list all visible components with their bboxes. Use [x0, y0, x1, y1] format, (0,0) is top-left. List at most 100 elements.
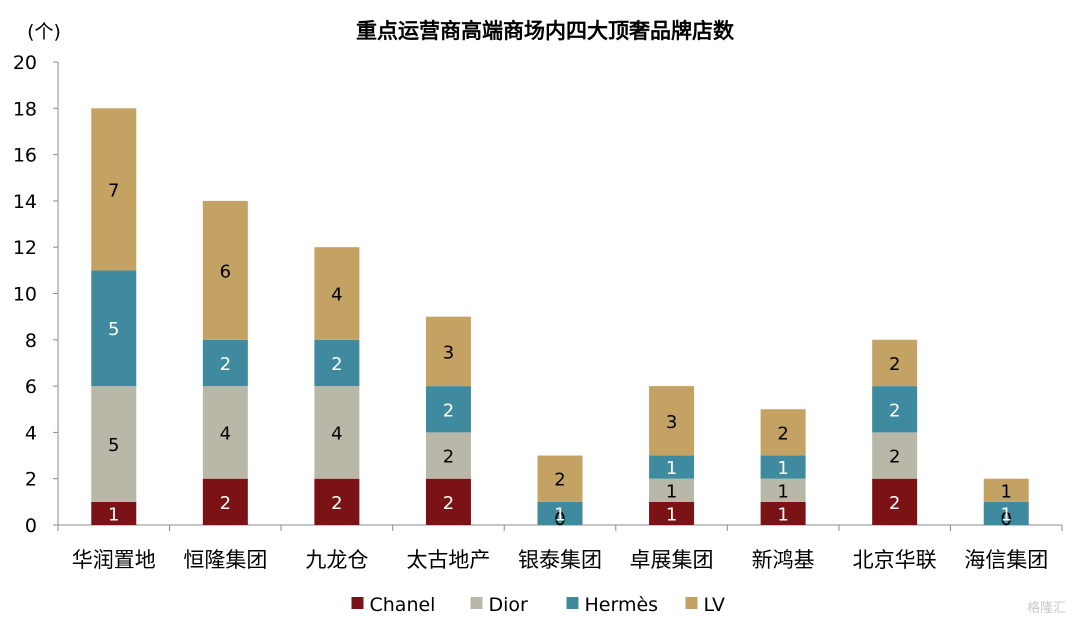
- legend-swatch: [566, 597, 579, 609]
- y-tick-label: 2: [25, 469, 37, 491]
- data-label: 1: [554, 504, 565, 525]
- bar-segment: [425, 316, 471, 387]
- bar-segment: [760, 409, 806, 456]
- data-label: 2: [889, 400, 900, 421]
- y-tick-label: 8: [25, 330, 37, 352]
- data-label: 6: [220, 261, 231, 282]
- data-label: 2: [889, 493, 900, 514]
- bar-segment: [91, 501, 137, 525]
- data-label: 0: [1000, 509, 1011, 530]
- legend-label: Chanel: [370, 594, 436, 616]
- y-tick-label: 14: [13, 191, 37, 213]
- data-label: 1: [777, 481, 788, 502]
- bar-segment: [649, 455, 695, 479]
- x-tick-label: 海信集团: [964, 548, 1048, 572]
- data-label: 5: [108, 319, 119, 340]
- data-label: 1: [666, 458, 677, 479]
- data-label: 2: [331, 354, 342, 375]
- bar-segment: [91, 270, 137, 387]
- bar-segment: [537, 455, 583, 502]
- data-label: 2: [443, 400, 454, 421]
- bar-segment: [425, 478, 471, 525]
- chart-title: 重点运营商高端商场内四大顶奢品牌店数: [356, 19, 735, 43]
- y-tick-label: 20: [13, 52, 37, 74]
- data-label: 4: [331, 423, 342, 444]
- bar-segment: [649, 501, 695, 525]
- x-tick-label: 太古地产: [406, 548, 490, 572]
- bar-segment: [983, 478, 1029, 502]
- bar-segment: [537, 501, 583, 525]
- bar-segment: [314, 386, 360, 479]
- y-tick-label: 0: [25, 515, 37, 537]
- bar-segment: [872, 386, 918, 433]
- bar-segment: [202, 386, 248, 479]
- data-label: 0: [554, 509, 565, 530]
- x-tick-label: 银泰集团: [518, 548, 602, 572]
- y-tick-label: 16: [13, 145, 37, 167]
- data-label: 2: [889, 354, 900, 375]
- data-label: 4: [331, 285, 342, 306]
- legend-label: Dior: [489, 594, 529, 616]
- legend-label: LV: [704, 594, 726, 616]
- data-label: 0: [1000, 509, 1011, 530]
- data-label: 1: [1000, 504, 1011, 525]
- data-label: 2: [220, 493, 231, 514]
- data-label: 3: [666, 412, 677, 433]
- data-label: 0: [554, 509, 565, 530]
- x-tick-label: 九龙仓: [305, 548, 368, 572]
- legend-swatch: [470, 597, 483, 609]
- data-label: 7: [108, 180, 119, 201]
- data-label: 2: [554, 470, 565, 491]
- data-label: 3: [443, 342, 454, 363]
- y-tick-label: 4: [25, 422, 37, 444]
- data-label: 4: [220, 423, 231, 444]
- data-label: 1: [777, 458, 788, 479]
- bar-segment: [91, 386, 137, 502]
- y-unit-label: (个): [27, 21, 61, 43]
- data-label: 1: [777, 504, 788, 525]
- x-tick-label: 新鸿基: [752, 548, 815, 572]
- bar-segment: [91, 108, 137, 271]
- data-label: 2: [777, 423, 788, 444]
- bar-segment: [760, 501, 806, 525]
- bar-segment: [649, 478, 695, 502]
- legend-label: Hermès: [585, 594, 659, 616]
- bar-segment: [983, 501, 1029, 525]
- bar-segment: [202, 339, 248, 387]
- bars: [91, 108, 1029, 525]
- y-tick-label: 18: [13, 98, 37, 120]
- x-tick-label: 华润置地: [72, 548, 156, 572]
- legend-swatch: [685, 597, 698, 609]
- data-label: 2: [331, 493, 342, 514]
- bar-segment: [760, 478, 806, 502]
- bar-segment: [314, 478, 360, 525]
- data-label: 2: [220, 354, 231, 375]
- x-tick-label: 恒隆集团: [183, 548, 267, 572]
- legend-swatch: [351, 597, 364, 609]
- bar-segment: [760, 455, 806, 479]
- x-tick-label: 卓展集团: [630, 548, 714, 572]
- x-tick-label: 北京华联: [853, 548, 937, 572]
- data-label: 5: [108, 435, 119, 456]
- y-tick-label: 12: [13, 237, 37, 259]
- bar-segment: [202, 200, 248, 340]
- data-label: 1: [666, 504, 677, 525]
- data-label: 2: [889, 447, 900, 468]
- bar-segment: [872, 478, 918, 525]
- y-tick-label: 10: [13, 284, 37, 306]
- data-label: 1: [666, 481, 677, 502]
- bar-segment: [649, 386, 695, 456]
- watermark: 格隆汇: [1026, 601, 1066, 616]
- bar-segment: [314, 339, 360, 387]
- bar-segment: [425, 432, 471, 479]
- bar-segment: [872, 432, 918, 479]
- y-tick-label: 6: [25, 376, 37, 398]
- data-label: 1: [108, 504, 119, 525]
- bar-segment: [872, 339, 918, 387]
- bar-segment: [314, 247, 360, 340]
- bar-segment: [425, 386, 471, 433]
- legend: Chanel Dior Hermès LV: [351, 594, 726, 616]
